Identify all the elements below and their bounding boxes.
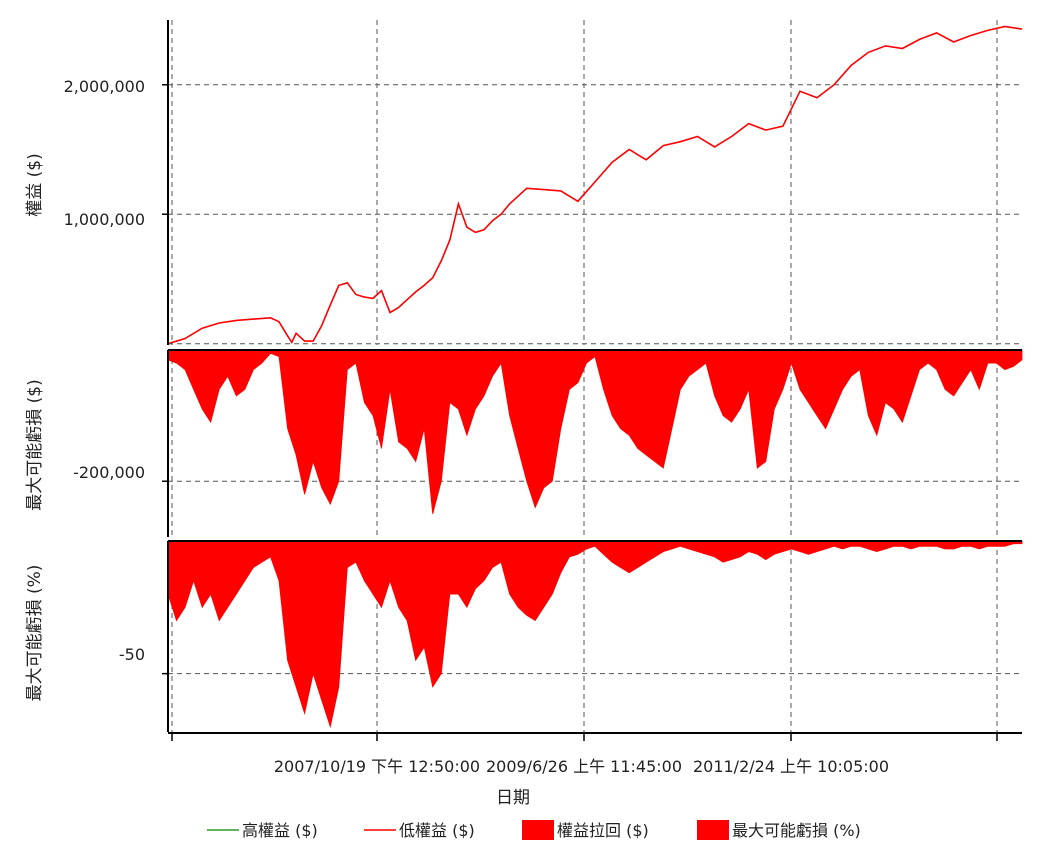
x-axis-title: 日期 <box>496 788 530 808</box>
drawdown-percent-axis-title: 最大可能虧損 (%) <box>25 565 45 702</box>
legend-equity-pullback-label: 權益拉回 ($) <box>557 821 649 840</box>
legend-high-equity-label: 高權益 ($) <box>242 821 318 840</box>
legend: 高權益 ($) 低權益 ($) 權益拉回 ($) 最大可能虧損 (%) <box>207 820 861 840</box>
y-tick-label: -200,000 <box>73 463 145 482</box>
legend-max-drawdown-label: 最大可能虧損 (%) <box>732 821 861 840</box>
x-tick-label: 2011/2/24 上午 10:05:00 <box>693 757 889 776</box>
y-tick-label: 2,000,000 <box>64 77 145 96</box>
equity-panel <box>162 20 1023 345</box>
x-tick-label: 2007/10/19 下午 12:50:00 <box>274 757 480 776</box>
x-tick-label: 2009/6/26 上午 11:45:00 <box>486 757 682 776</box>
low-equity-series-line <box>167 25 1023 345</box>
equity-pullback-area <box>167 349 1023 515</box>
legend-low-equity-label: 低權益 ($) <box>399 821 475 840</box>
drawdown-percent-panel <box>162 540 1023 741</box>
y-tick-label: 1,000,000 <box>64 210 145 229</box>
equity-axis-title: 權益 ($) <box>25 153 45 216</box>
drawdown-dollar-panel <box>162 349 1023 537</box>
max-drawdown-percent-area <box>167 540 1023 729</box>
drawdown-dollar-axis-title: 最大可能虧損 ($) <box>25 379 45 510</box>
legend-equity-pullback-box <box>522 820 554 840</box>
legend-max-drawdown-box <box>697 820 729 840</box>
y-tick-label: -50 <box>119 645 145 664</box>
